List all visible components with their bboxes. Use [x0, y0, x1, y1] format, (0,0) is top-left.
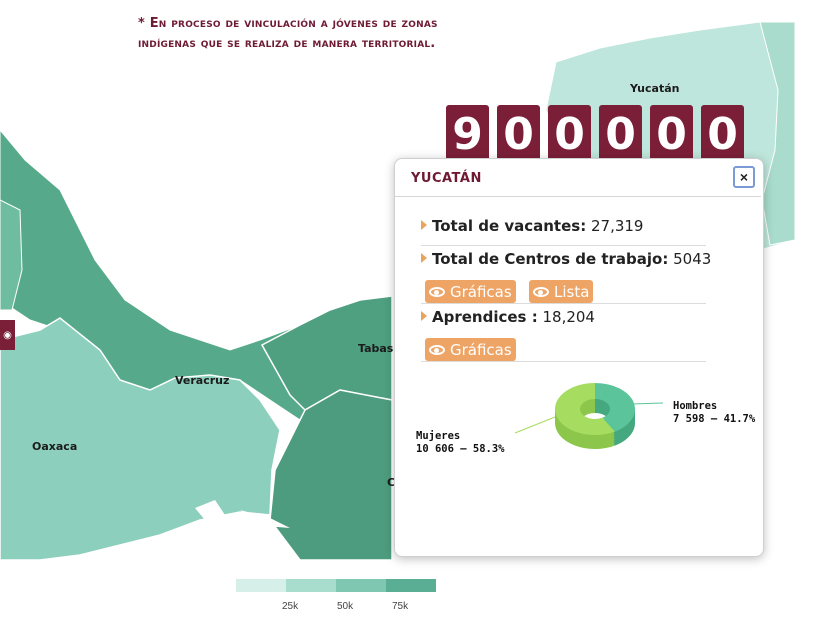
vacancy-counter: 9 0 0 0 0 0 [446, 105, 744, 163]
centros-label: Total de Centros de trabajo: [432, 250, 669, 268]
aprendices-value: 18,204 [542, 308, 595, 326]
bullet-icon [421, 311, 427, 321]
map-marker-eye-icon[interactable]: ◉ [0, 320, 15, 350]
eye-icon [429, 286, 445, 297]
eye-icon [533, 286, 549, 297]
map-color-legend [236, 579, 436, 592]
counter-digit: 0 [497, 105, 540, 163]
pie-label-mujeres: Mujeres 10 606 – 58.3% [416, 430, 505, 456]
aprendices-label: Aprendices : [432, 308, 538, 326]
close-icon: × [739, 169, 749, 185]
donut-slice-mujeres [555, 383, 615, 435]
note-line-2: indígenas que se realiza de manera terri… [138, 36, 436, 51]
vacantes-row: Total de vacantes: 27,319 [421, 217, 643, 235]
centros-row: Total de Centros de trabajo: 5043 [421, 250, 711, 268]
legend-tick: 75k [392, 601, 409, 612]
aprendices-row: Aprendices : 18,204 [421, 308, 595, 326]
close-button[interactable]: × [733, 166, 755, 188]
hombres-name: Hombres [673, 400, 718, 412]
divider [421, 303, 706, 304]
region-chiapas[interactable] [269, 389, 393, 561]
centros-value: 5043 [673, 250, 712, 268]
graficas-button[interactable]: Gráficas [425, 280, 516, 303]
divider [421, 361, 706, 362]
graficas-aprendices-button[interactable]: Gráficas [425, 338, 516, 361]
gender-donut-chart [514, 383, 664, 449]
pie-label-hombres: Hombres 7 598 – 41.7% [673, 400, 755, 426]
counter-digit: 0 [650, 105, 693, 163]
map-label-veracruz: Veracruz [175, 374, 230, 387]
hombres-value: 7 598 – 41.7% [673, 413, 756, 425]
leader-line-mujeres [514, 416, 556, 434]
divider [421, 245, 706, 246]
territorial-note: * En proceso de vinculación a jóvenes de… [138, 14, 558, 54]
popup-divider [395, 196, 761, 197]
donut-slice-hombres [595, 383, 635, 432]
lista-button[interactable]: Lista [529, 280, 594, 303]
mujeres-name: Mujeres [416, 430, 461, 442]
map-label-yucatan: Yucatán [630, 82, 680, 95]
region-quintana-roo[interactable] [759, 21, 796, 246]
counter-digit: 0 [548, 105, 591, 163]
legend-swatch [236, 579, 286, 592]
counter-digit: 0 [701, 105, 744, 163]
vacantes-label: Total de vacantes: [432, 217, 587, 235]
state-popup: YUCATÁN × Total de vacantes: 27,319 Tota… [394, 158, 764, 557]
legend-tick: 50k [337, 601, 354, 612]
leader-line-hombres [632, 402, 664, 405]
bullet-icon [421, 220, 427, 230]
note-line-1: * En proceso de vinculación a jóvenes de… [138, 16, 438, 31]
region-tabasco[interactable] [260, 295, 393, 411]
eye-icon [429, 344, 445, 355]
legend-swatch [386, 579, 436, 592]
graficas-aprendices-label: Gráficas [450, 340, 512, 359]
region-puebla[interactable] [0, 199, 23, 311]
vacantes-value: 27,319 [590, 217, 644, 235]
lista-label: Lista [554, 282, 590, 301]
counter-digit: 0 [599, 105, 642, 163]
bullet-icon [421, 253, 427, 263]
legend-swatch [286, 579, 336, 592]
counter-digit: 9 [446, 105, 489, 163]
popup-title: YUCATÁN [411, 171, 482, 186]
map-label-tabasco: Tabas [358, 342, 394, 355]
region-oaxaca[interactable] [0, 317, 281, 561]
graficas-label: Gráficas [450, 282, 512, 301]
legend-tick: 25k [282, 601, 299, 612]
legend-swatch [336, 579, 386, 592]
mujeres-value: 10 606 – 58.3% [416, 443, 505, 455]
map-label-chiapas: C [387, 476, 396, 489]
map-label-oaxaca: Oaxaca [32, 440, 78, 453]
